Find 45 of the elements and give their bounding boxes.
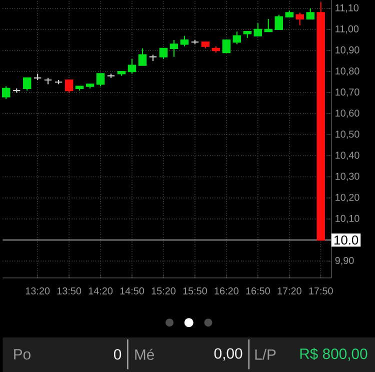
x-tick-label: 15:20 [152,287,176,294]
candlestick [232,30,242,45]
x-tick-label: 17:20 [278,287,302,294]
x-tick-label: 13:20 [26,287,50,294]
x-tick-label: 14:20 [88,287,113,294]
candlestick [22,77,32,91]
y-tick-label: 11,10 [336,4,359,12]
y-tick-label: 10,70 [336,88,360,97]
ref-line-label: 10.0 [334,235,358,244]
x-tick-label: 16:50 [246,287,270,294]
y-tick-label: 10,30 [336,172,360,181]
text: Po [14,349,30,360]
candlestick [274,14,283,30]
y-tick-label: 10,50 [336,130,360,139]
x-tick-label: 13:50 [57,287,82,294]
y-tick-label: 10,80 [336,67,360,76]
candlestick [264,18,273,32]
candlestick [170,39,178,58]
candlestick [296,12,304,26]
y-tick-label: 9,90 [335,256,354,266]
x-tick-label: 17:50 [309,287,333,294]
candlestick [96,73,105,87]
text: 0 [114,348,122,360]
y-tick-label: 10,20 [336,194,360,202]
x-tick-label: 16:20 [214,287,238,294]
text: L/P [255,348,276,360]
y-tick-label: 10,10 [336,214,360,223]
candlestick [159,48,168,60]
candlestick [222,39,231,54]
candlestick [306,8,314,20]
text: Mé [135,348,154,360]
y-tick-label: 10,60 [336,109,360,118]
candlestick [138,48,147,66]
text: R$ 800,00 [300,348,368,361]
y-tick-label: 10,90 [336,46,360,55]
candlestick [180,35,189,47]
candlestick [64,79,74,94]
candlestick [2,86,10,100]
y-tick-label: 11,00 [336,25,359,34]
y-tick-label: 10,40 [336,152,360,160]
candlestick [254,22,262,36]
x-tick-label: 15:50 [183,287,207,294]
text: 0,00 [214,348,242,360]
x-tick-label: 14:50 [120,287,144,294]
candlestick [128,58,136,74]
